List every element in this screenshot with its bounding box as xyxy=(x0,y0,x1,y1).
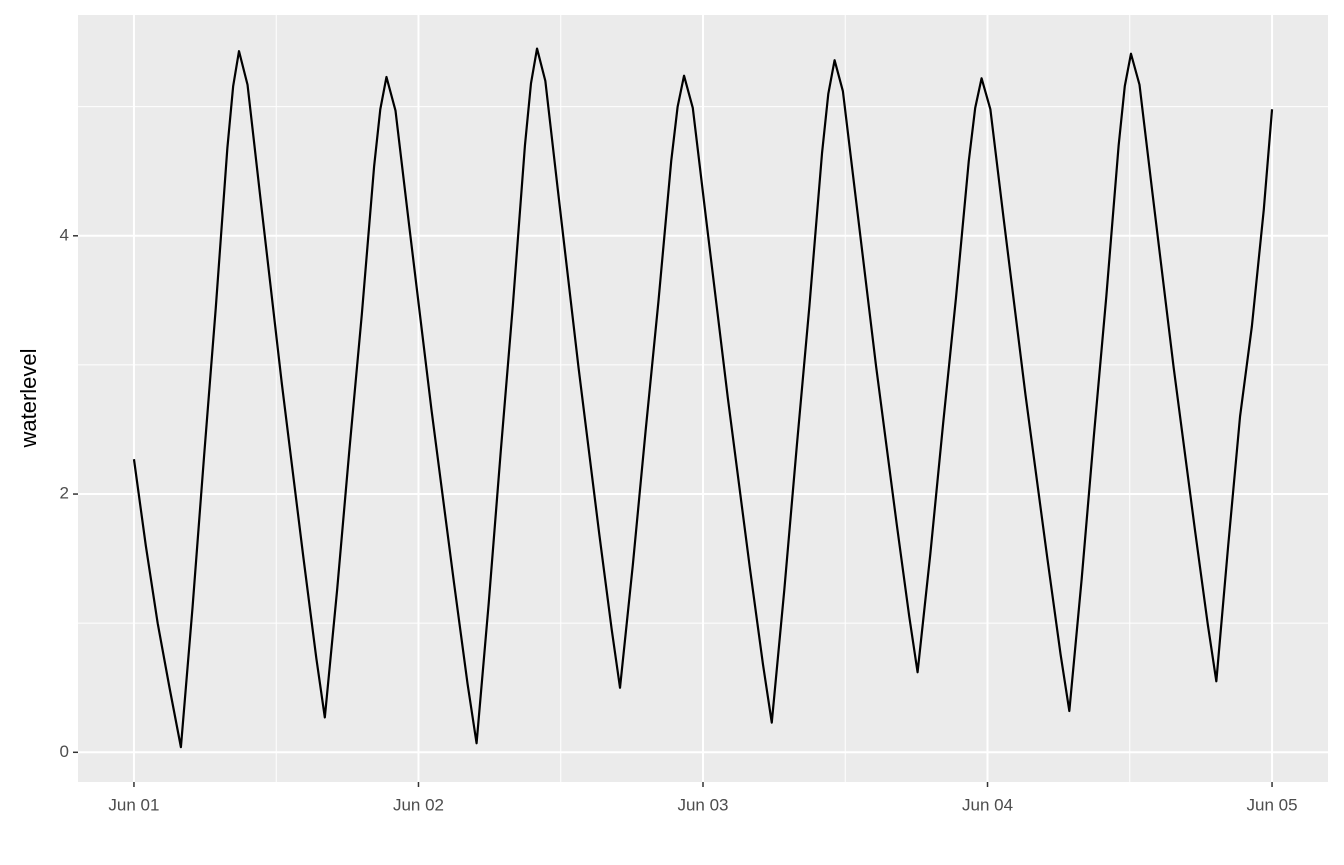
x-tick-label: Jun 03 xyxy=(677,795,728,814)
y-axis-label: waterlevel xyxy=(16,348,41,448)
y-tick-label: 4 xyxy=(60,225,69,244)
x-tick-label: Jun 01 xyxy=(108,795,159,814)
y-tick-label: 0 xyxy=(60,742,69,761)
y-tick-label: 2 xyxy=(60,484,69,503)
x-tick-label: Jun 02 xyxy=(393,795,444,814)
x-tick-label: Jun 05 xyxy=(1247,795,1298,814)
x-tick-label: Jun 04 xyxy=(962,795,1013,814)
data-line xyxy=(132,47,1274,749)
